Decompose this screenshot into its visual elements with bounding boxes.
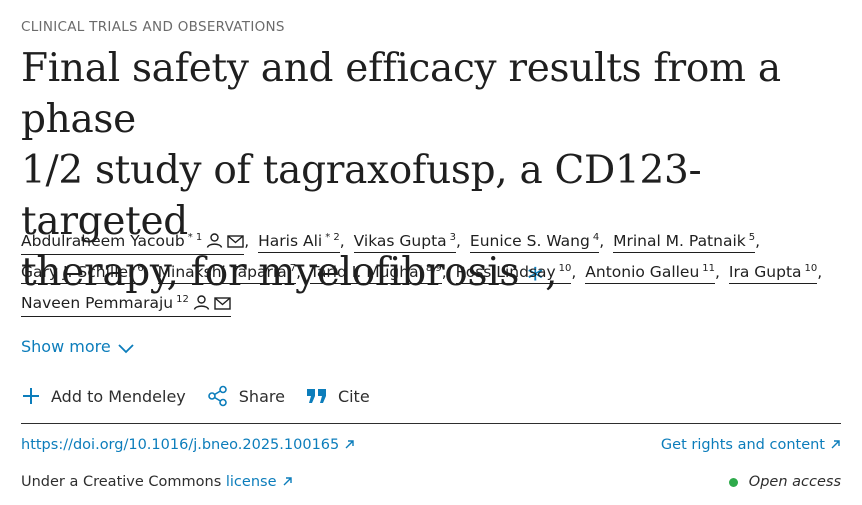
author-link[interactable]: Antonio Galleu 11 xyxy=(585,259,716,284)
author-link[interactable]: Vikas Gupta 3 xyxy=(353,228,457,253)
author-link[interactable]: Gary J. Schiller 6 xyxy=(21,259,144,284)
author-separator: , xyxy=(296,263,302,281)
title-footnote-star[interactable]: ∗ xyxy=(525,256,546,291)
author-separator: , xyxy=(755,232,761,250)
author-affiliation: 12 xyxy=(176,294,189,305)
author-name: Minakshi Taparia xyxy=(157,263,287,281)
author-separator: , xyxy=(456,232,461,250)
title-line-2: 1/2 study of tagraxofusp, a CD123-target… xyxy=(21,148,702,244)
author-link[interactable]: Naveen Pemmaraju 12 xyxy=(21,290,231,317)
author-separator: , xyxy=(599,232,605,250)
external-link-icon xyxy=(283,477,292,486)
license-link[interactable]: license xyxy=(226,474,293,490)
license-prefix: Under a Creative Commons xyxy=(21,474,222,490)
author-separator: , xyxy=(715,263,720,281)
author-link[interactable]: Ross Lindsay 10 xyxy=(455,259,572,284)
doi-link[interactable]: https://doi.org/10.1016/j.bneo.2025.1001… xyxy=(21,437,355,453)
author-affiliation: 6 xyxy=(137,263,144,274)
author-list: Abdulraheem Yacoub * 1, Haris Ali * 2, Vik… xyxy=(21,226,851,319)
cite-button[interactable]: Cite xyxy=(306,387,370,406)
chevron-down-icon xyxy=(118,344,134,354)
mendeley-label: Add to Mendeley xyxy=(51,386,186,406)
article-category: CLINICAL TRIALS AND OBSERVATIONS xyxy=(21,19,285,35)
author-separator: , xyxy=(244,232,250,250)
author-name: Antonio Galleu xyxy=(585,263,700,281)
plus-icon xyxy=(23,388,39,404)
author-name: Gary J. Schiller xyxy=(21,263,135,281)
author-affiliation: * 1 xyxy=(187,232,203,243)
author-name: Naveen Pemmaraju xyxy=(21,294,174,312)
author-name: Abdulraheem Yacoub xyxy=(21,232,185,250)
article-actions: Add to Mendeley Share Cite xyxy=(21,385,391,407)
external-link-icon xyxy=(345,440,354,449)
external-link-icon xyxy=(831,440,840,449)
author-name: Mrinal M. Patnaik xyxy=(613,232,746,250)
author-link[interactable]: Mrinal M. Patnaik 5 xyxy=(613,228,756,253)
show-more-button[interactable]: Show more xyxy=(21,337,135,356)
title-line-3: therapy, for myelofibrosis xyxy=(21,250,520,295)
email-icon[interactable] xyxy=(214,296,231,315)
author-affiliation: 11 xyxy=(702,263,716,274)
author-affiliation: 10 xyxy=(804,263,818,274)
title-line-1: Final safety and efficacy results from a… xyxy=(21,46,781,142)
author-separator: , xyxy=(339,232,345,250)
open-access-badge: Open access xyxy=(728,474,841,490)
cite-label: Cite xyxy=(337,386,370,406)
author-link[interactable]: Haris Ali * 2 xyxy=(258,228,340,253)
author-separator: , xyxy=(143,263,149,281)
share-icon xyxy=(207,385,227,407)
person-icon[interactable] xyxy=(193,295,210,315)
author-name: Tariq I. Mughal xyxy=(309,263,423,281)
author-separator: , xyxy=(817,263,823,281)
email-icon[interactable] xyxy=(227,234,244,253)
divider xyxy=(21,423,841,424)
author-affiliation: 5 xyxy=(748,232,756,243)
author-affiliation: 4 xyxy=(592,232,600,243)
article-title: Final safety and efficacy results from a… xyxy=(21,43,851,299)
open-access-label: Open access xyxy=(748,474,841,490)
author-link[interactable]: Abdulraheem Yacoub * 1 xyxy=(21,228,245,255)
author-affiliation: 7 xyxy=(289,263,297,274)
author-affiliation: 10 xyxy=(558,263,572,274)
rights-text: Get rights and content xyxy=(660,437,825,453)
author-affiliation: 8 9 xyxy=(425,263,442,274)
person-icon[interactable] xyxy=(206,233,223,253)
author-link[interactable]: Eunice S. Wang 4 xyxy=(469,228,600,253)
author-separator: , xyxy=(571,263,577,281)
license-statement: Under a Creative Commons license xyxy=(21,474,293,490)
author-name: Haris Ali xyxy=(258,232,323,250)
author-name: Eunice S. Wang xyxy=(469,232,590,250)
author-affiliation: 3 xyxy=(449,232,457,243)
show-more-label: Show more xyxy=(21,337,111,356)
author-affiliation: * 2 xyxy=(325,232,340,243)
author-link[interactable]: Tariq I. Mughal 8 9 xyxy=(309,259,442,284)
get-rights-link[interactable]: Get rights and content xyxy=(661,437,841,453)
author-name: Ross Lindsay xyxy=(455,263,556,281)
author-name: Ira Gupta xyxy=(728,263,802,281)
quote-icon xyxy=(306,389,326,403)
share-label: Share xyxy=(238,386,285,406)
share-button[interactable]: Share xyxy=(207,385,285,407)
author-link[interactable]: Ira Gupta 10 xyxy=(728,259,818,284)
open-access-dot-icon xyxy=(728,477,738,487)
doi-text: https://doi.org/10.1016/j.bneo.2025.1001… xyxy=(21,437,340,453)
license-link-text: license xyxy=(225,474,277,490)
author-separator: , xyxy=(441,263,447,281)
author-name: Vikas Gupta xyxy=(353,232,447,250)
author-link[interactable]: Minakshi Taparia 7 xyxy=(157,259,297,284)
add-to-mendeley-button[interactable]: Add to Mendeley xyxy=(21,386,186,406)
